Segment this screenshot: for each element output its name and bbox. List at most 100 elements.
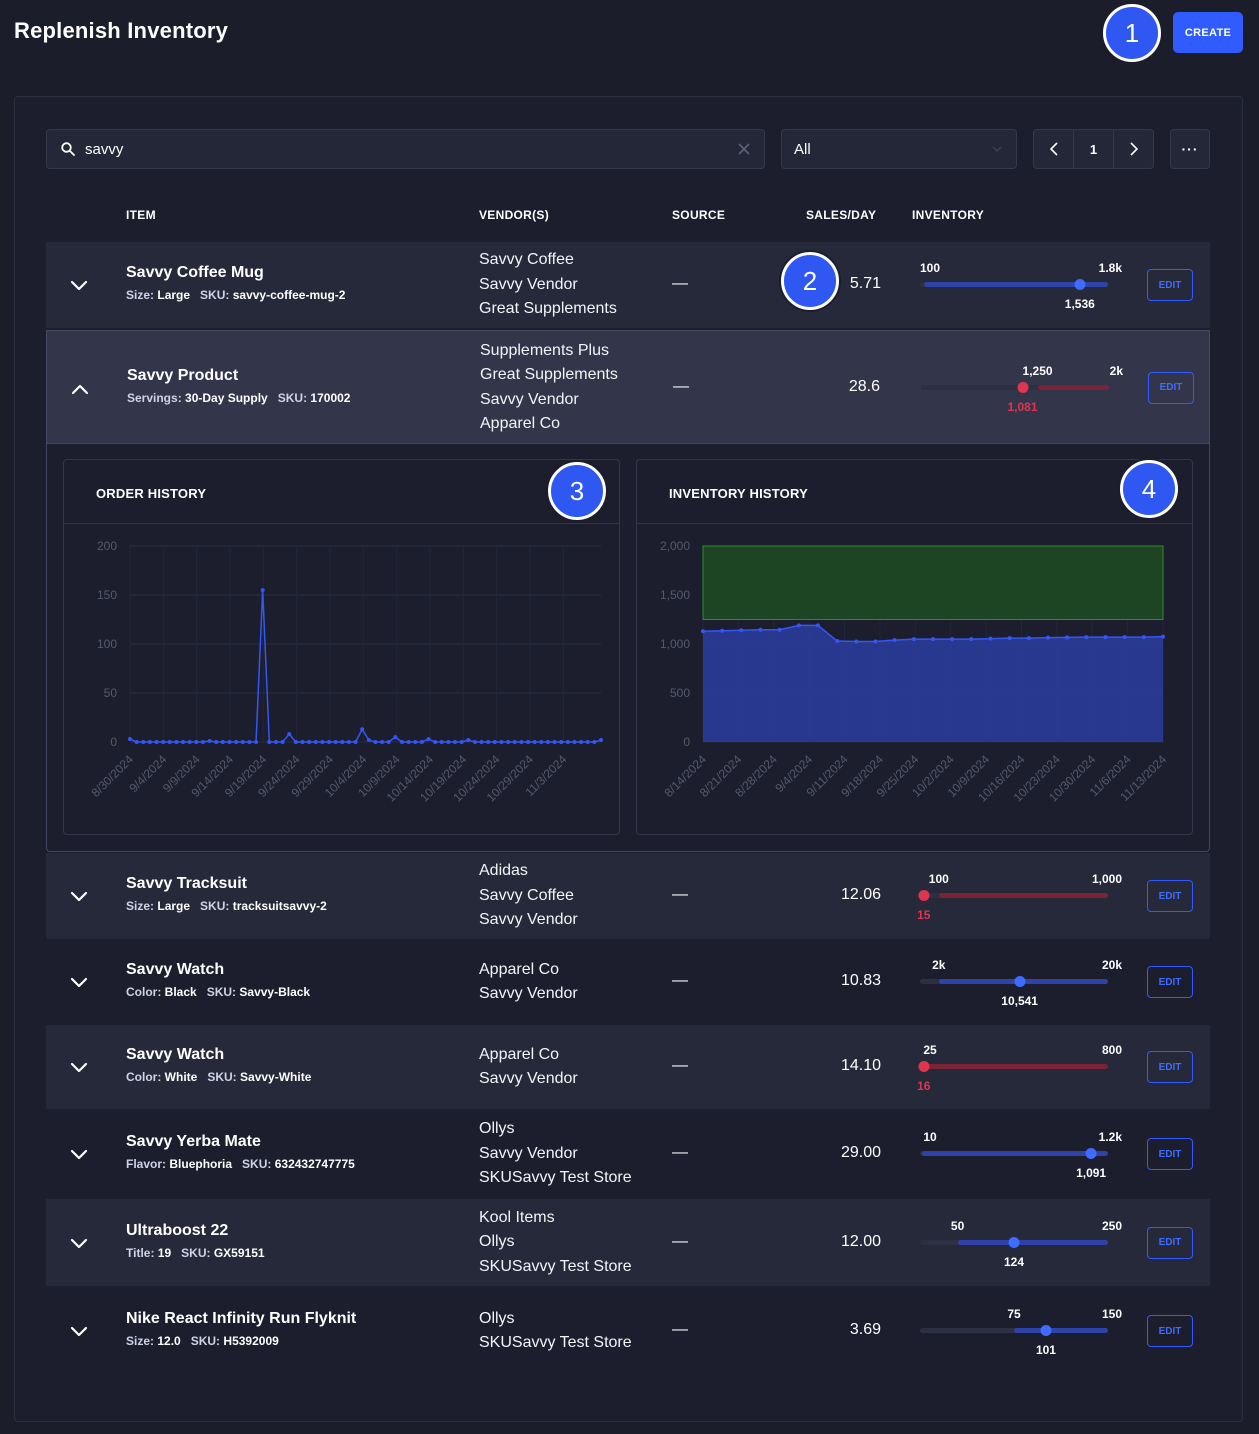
data-point	[353, 740, 358, 744]
sales-per-day: 10.83	[840, 972, 881, 989]
more-options-button[interactable]: ···	[1170, 129, 1210, 169]
current-page[interactable]: 1	[1073, 130, 1114, 168]
clear-search-button[interactable]	[724, 130, 764, 168]
column-header-item: ITEM	[126, 208, 156, 222]
inventory-min: 10	[923, 1130, 937, 1144]
data-point	[360, 727, 365, 732]
callout-badge-4: 4	[1120, 460, 1178, 518]
prev-page-button[interactable]	[1034, 130, 1073, 168]
data-point	[1122, 635, 1127, 640]
data-point	[307, 740, 312, 744]
search-bar[interactable]	[46, 129, 765, 169]
table-row[interactable]: Savvy Product Servings: 30-Day Supply SKU:…	[46, 330, 1210, 443]
item-name: Savvy Watch	[126, 961, 225, 978]
edit-button[interactable]: EDIT	[1147, 1315, 1193, 1347]
expand-row-button[interactable]	[70, 1325, 88, 1337]
chevron-down-icon	[70, 1326, 88, 1337]
inventory-current: 16	[917, 1079, 931, 1093]
inventory-range	[1014, 1328, 1108, 1333]
column-header-sales: SALES/DAY	[806, 208, 877, 222]
inventory-current: 15	[917, 908, 931, 922]
data-point	[293, 740, 298, 744]
meta-key: Size:	[126, 899, 155, 913]
vendor-name: Great Supplements	[479, 300, 617, 318]
source-value: —	[672, 275, 688, 292]
table-row[interactable]: Savvy Watch Color: Black SKU: Savvy-Black A…	[46, 940, 1210, 1024]
data-point	[572, 740, 577, 744]
inventory-range	[923, 282, 1108, 287]
collapse-row-button[interactable]	[71, 382, 89, 394]
data-point	[486, 740, 491, 744]
table-row[interactable]: Savvy Watch Color: White SKU: Savvy-White A…	[46, 1025, 1210, 1109]
inventory-current: 1,091	[1076, 1166, 1107, 1180]
data-point	[366, 738, 371, 743]
close-icon	[738, 143, 750, 155]
edit-button[interactable]: EDIT	[1147, 1051, 1193, 1083]
data-point	[161, 740, 166, 744]
filter-select[interactable]: All	[781, 129, 1017, 169]
inventory-current: 1,081	[1007, 399, 1038, 414]
inventory-range	[1037, 384, 1109, 390]
edit-button[interactable]: EDIT	[1147, 1138, 1193, 1170]
data-point	[273, 740, 278, 744]
vendor-name: Ollys	[479, 1309, 515, 1327]
vendor-name: Savvy Vendor	[479, 1070, 578, 1087]
column-header-vendors: VENDOR(S)	[479, 208, 550, 222]
edit-button[interactable]: EDIT	[1148, 371, 1194, 404]
data-point	[988, 636, 993, 641]
table-row[interactable]: Savvy Coffee Mug Size: Large SKU: savvy-co…	[46, 242, 1210, 328]
data-point	[545, 740, 550, 744]
meta-key: Size:	[126, 288, 155, 302]
edit-button[interactable]: EDIT	[1147, 1226, 1193, 1259]
y-tick-label: 100	[97, 637, 117, 651]
chevron-right-icon	[1129, 142, 1138, 156]
chevron-left-icon	[1049, 142, 1058, 156]
table-row[interactable]: Savvy Tracksuit Size: Large SKU: tracksuit…	[46, 853, 1210, 939]
meta-key: SKU:	[242, 1157, 272, 1171]
data-point	[466, 738, 471, 743]
edit-button[interactable]: EDIT	[1147, 880, 1193, 912]
meta-key: SKU:	[200, 899, 230, 913]
inventory-gauge: 50 250 124	[920, 1219, 1122, 1279]
meta-key: Size:	[126, 1334, 155, 1348]
data-point	[816, 623, 820, 628]
sales-per-day: 3.69	[849, 1321, 881, 1338]
vendor-name: Kool Items	[479, 1208, 555, 1226]
inventory-range	[957, 1239, 1108, 1245]
source-value: —	[672, 1232, 688, 1250]
expand-row-button[interactable]	[70, 1148, 88, 1160]
expand-row-button[interactable]	[70, 890, 88, 902]
search-input[interactable]	[85, 140, 724, 158]
chevron-down-icon	[70, 891, 88, 902]
expand-row-button[interactable]	[70, 1061, 88, 1073]
table-row[interactable]: Nike React Infinity Run Flyknit Size: 12.…	[46, 1288, 1210, 1374]
expand-row-button[interactable]	[70, 1237, 88, 1249]
table-row[interactable]: Savvy Yerba Mate Flavor: Bluephoria SKU: 6…	[46, 1111, 1210, 1197]
vendor-name: Savvy Vendor	[479, 985, 578, 1002]
data-point	[220, 740, 225, 744]
next-page-button[interactable]	[1114, 130, 1153, 168]
table-row[interactable]: Ultraboost 22 Title: 19 SKU: GX59151 Kool I…	[46, 1199, 1210, 1286]
data-point	[701, 629, 705, 634]
inventory-track	[921, 384, 1109, 390]
inventory-marker	[918, 890, 930, 901]
meta-value: savvy-coffee-mug-2	[232, 288, 346, 302]
item-meta: Title: 19 SKU: GX59151	[126, 1246, 265, 1260]
column-header-inventory: INVENTORY	[912, 208, 985, 222]
item-name: Savvy Yerba Mate	[126, 1133, 261, 1150]
y-tick-label: 50	[104, 686, 118, 700]
expand-row-button[interactable]	[70, 976, 88, 988]
inventory-gauge: 10 1.2k 1,091	[920, 1130, 1122, 1190]
expand-row-button[interactable]	[70, 279, 88, 291]
chevron-down-icon	[70, 1149, 88, 1160]
edit-button[interactable]: EDIT	[1147, 269, 1193, 301]
more-icon: ···	[1181, 141, 1199, 157]
inventory-gauge: 100 1.8k 1,536	[920, 261, 1122, 321]
meta-value: Bluephoria	[169, 1157, 233, 1171]
data-point	[585, 740, 590, 744]
vendor-list: Kool Items Ollys SKUSavvy Test Store	[479, 1206, 632, 1280]
create-button[interactable]: CREATE	[1173, 12, 1243, 53]
inventory-marker	[1040, 1325, 1052, 1336]
edit-button[interactable]: EDIT	[1147, 966, 1193, 998]
data-point	[854, 639, 859, 644]
